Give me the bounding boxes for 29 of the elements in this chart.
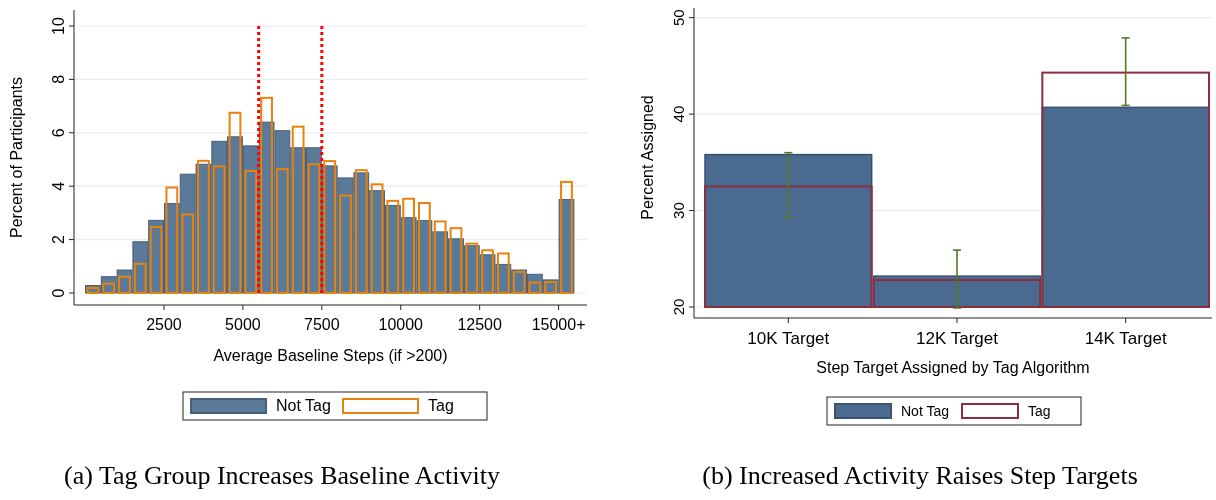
y-tick-label: 6 <box>50 128 67 138</box>
x-tick-label: 12K Target <box>916 329 999 348</box>
y-axis-title: Percent Assigned <box>639 95 656 220</box>
y-tick-label: 0 <box>50 288 67 298</box>
y-axis-title: Percent of Participants <box>8 77 25 238</box>
y-tick-label: 8 <box>50 74 67 84</box>
legend-label: Tag <box>1028 403 1051 419</box>
y-tick-label: 4 <box>50 181 67 191</box>
legend-label: Not Tag <box>901 403 949 419</box>
y-tick-label: 20 <box>670 298 687 316</box>
x-tick-label: 12500 <box>457 316 503 333</box>
y-tick-label: 30 <box>670 202 687 219</box>
x-tick-label: 7500 <box>304 316 340 333</box>
x-tick-label: 2500 <box>146 316 182 333</box>
x-axis-title: Step Target Assigned by Tag Algorithm <box>816 359 1090 376</box>
x-axis-title: Average Baseline Steps (if >200) <box>213 347 448 364</box>
x-tick-label: 14K Target <box>1084 329 1167 348</box>
legend-label: Tag <box>428 397 454 414</box>
y-tick-label: 2 <box>50 235 67 245</box>
x-tick-label: 15000+ <box>531 316 586 333</box>
x-tick-label: 10K Target <box>747 329 830 348</box>
text: (a) Tag Group Increases Baseline Activity <box>64 461 500 490</box>
legend-label: Not Tag <box>276 397 331 414</box>
y-tick-label: 40 <box>670 105 687 123</box>
text: (b) Increased Activity Raises Step Targets <box>702 461 1138 490</box>
y-tick-label: 50 <box>670 9 687 26</box>
x-tick-label: 10000 <box>378 316 424 333</box>
y-tick-label: 10 <box>50 17 67 35</box>
x-tick-label: 5000 <box>225 316 261 333</box>
